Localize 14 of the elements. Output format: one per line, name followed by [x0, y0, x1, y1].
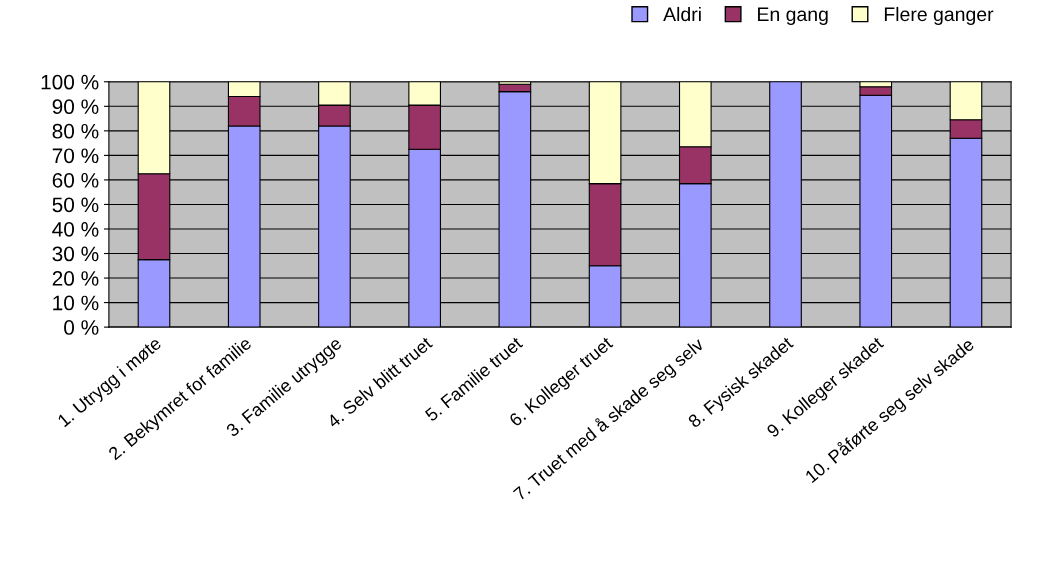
y-tick-label: 40 % — [52, 221, 99, 237]
legend-label: En gang — [758, 7, 828, 26]
legend-label: Flere ganger — [884, 6, 994, 26]
y-tick-label: 10 % — [53, 295, 99, 311]
y-tick-label: 90 % — [52, 99, 99, 115]
y-tick-label: 100 % — [41, 74, 99, 90]
legend-label: Aldri — [663, 6, 701, 22]
y-tick-label: 30 % — [52, 246, 99, 262]
y-tick-label: 20 % — [52, 271, 99, 286]
y-tick-label: 60 % — [52, 172, 99, 188]
y-tick-label: 80 % — [52, 123, 99, 139]
y-tick-label: 70 % — [52, 148, 99, 164]
y-tick-label: 50 % — [52, 197, 99, 213]
y-tick-label: 0 % — [64, 320, 99, 335]
